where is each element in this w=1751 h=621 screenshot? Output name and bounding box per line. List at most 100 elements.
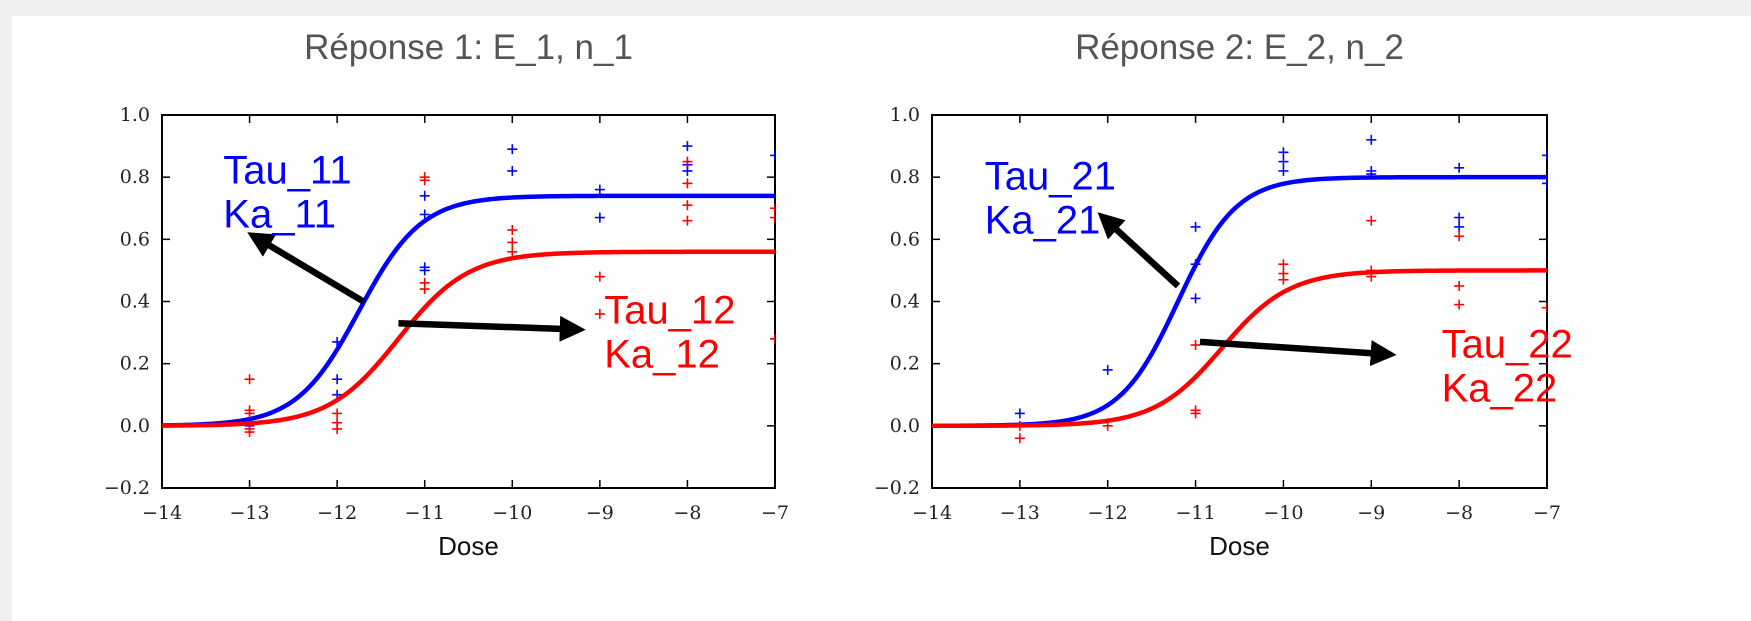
annotation-label: Ka_12 [604, 332, 720, 376]
x-tick-label: −7 [1533, 502, 1561, 524]
annotation-label: Ka_11 [223, 192, 336, 236]
series-2-point [507, 246, 518, 257]
series-2-curve [932, 268, 1547, 429]
chart-1: Réponse 1: E_1, n_1 −14 −13 −12 −11 −10 −9 −8 −7… [104, 28, 789, 561]
x-tick-label: −10 [492, 502, 532, 524]
annotation-label: Tau_11 [223, 148, 351, 192]
series-2-point [1454, 280, 1465, 291]
series-1-point [419, 262, 430, 273]
series-2-point [244, 374, 255, 385]
series-2-point [1542, 302, 1547, 313]
series-2-point [1278, 259, 1289, 270]
series-2-point [419, 175, 430, 186]
x-tick-label: −8 [1445, 502, 1473, 524]
series-1-point [1454, 212, 1465, 223]
series-2-point [594, 308, 605, 319]
series-2-point [1278, 274, 1289, 285]
series-1-point [1366, 134, 1377, 145]
series-1-point [1102, 364, 1113, 375]
series-1-point [507, 144, 518, 155]
x-tick-label: −7 [761, 502, 789, 524]
series-2-point [1190, 408, 1201, 419]
series-2-point [682, 178, 693, 189]
series-2-point [1366, 271, 1377, 282]
x-tick-label: −11 [405, 502, 445, 524]
series-2-point [1190, 340, 1201, 351]
plot-area [162, 141, 775, 438]
series-1-point [594, 212, 605, 223]
y-tick-label: 0.2 [120, 353, 150, 375]
y-tick-label: 0.0 [120, 415, 150, 437]
series-2-point [682, 156, 693, 167]
series-1-point [1454, 221, 1465, 232]
series-1-point [1278, 147, 1289, 158]
series-2-point [332, 423, 343, 434]
series-1-point [1278, 165, 1289, 176]
series-2-point [1014, 420, 1025, 431]
series-2-point [507, 225, 518, 236]
series-2-curve [162, 249, 775, 428]
series-1-point [507, 165, 518, 176]
x-tick-label: −11 [1176, 502, 1216, 524]
annotation-label: Tau_12 [604, 288, 735, 332]
series-1-point [1542, 150, 1547, 161]
chart-title: Réponse 1: E_1, n_1 [304, 28, 633, 67]
y-tick-label: −0.2 [104, 477, 150, 499]
chart-2: Réponse 2: E_2, n_2 −14 −13 −12 −11 −10 −9 −8 −7… [874, 28, 1573, 561]
series-2-point [770, 333, 775, 344]
annotation-label: Ka_22 [1442, 366, 1558, 410]
series-1-point [1278, 156, 1289, 167]
series-2-point [507, 237, 518, 248]
x-tick-label: −12 [1088, 502, 1128, 524]
series-1-point [332, 374, 343, 385]
series-2-point [419, 284, 430, 295]
x-tick-label: −14 [912, 502, 952, 524]
annotation-arrow [1097, 212, 1181, 289]
x-tick-label: −12 [317, 502, 357, 524]
x-tick-label: −10 [1263, 502, 1303, 524]
series-1-point [1190, 259, 1201, 270]
x-tick-label: −9 [586, 502, 614, 524]
series-2-point [1454, 299, 1465, 310]
annotation-label: Ka_21 [985, 199, 1101, 243]
y-tick-label: 0.6 [890, 228, 920, 250]
x-tick-label: −8 [673, 502, 701, 524]
series-1-point [1454, 162, 1465, 173]
figure: Réponse 1: E_1, n_1 −14 −13 −12 −11 −10 −9 −8 −7… [12, 16, 1751, 621]
series-2-point [1014, 433, 1025, 444]
y-tick-label: 1.0 [120, 104, 150, 126]
y-tick-label: 0.2 [890, 353, 920, 375]
x-tick-label: −13 [1000, 502, 1040, 524]
y-tick-label: 0.0 [890, 415, 920, 437]
series-1-point [1190, 293, 1201, 304]
series-2-point [244, 408, 255, 419]
annotation-arrow [1199, 338, 1397, 367]
y-tick-label: −0.2 [874, 477, 920, 499]
series-1-point [419, 190, 430, 201]
series-2-point [770, 212, 775, 223]
x-tick-label: −14 [142, 502, 182, 524]
y-tick-label: 0.6 [120, 228, 150, 250]
series-2-point [332, 408, 343, 419]
series-1-point [594, 184, 605, 195]
y-tick-label: 0.8 [890, 166, 920, 188]
series-2-point [682, 200, 693, 211]
x-axis-label: Dose [438, 531, 499, 561]
annotation-label: Tau_22 [1442, 322, 1573, 366]
y-tick-label: 1.0 [890, 104, 920, 126]
x-tick-label: −9 [1357, 502, 1385, 524]
series-1-point [682, 141, 693, 152]
annotation-label: Tau_21 [985, 155, 1116, 199]
series-2-point [1102, 420, 1113, 431]
chart-canvas: Réponse 1: E_1, n_1 −14 −13 −12 −11 −10 −9 −8 −7… [104, 28, 1573, 561]
series-2-point [244, 427, 255, 438]
series-2-point [1454, 231, 1465, 242]
x-tick-label: −13 [230, 502, 270, 524]
series-1-point [1542, 178, 1547, 189]
plot-area [932, 134, 1547, 444]
y-tick-label: 0.4 [120, 291, 150, 313]
series-2-point [682, 215, 693, 226]
series-1-curve [162, 193, 775, 428]
y-tick-label: 0.8 [120, 166, 150, 188]
series-1-point [682, 165, 693, 176]
